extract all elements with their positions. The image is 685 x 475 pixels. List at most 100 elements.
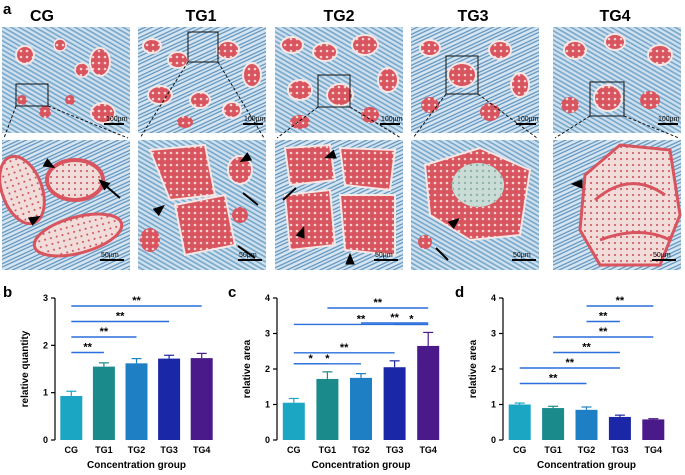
- bar-cg: [508, 404, 531, 440]
- significance-label: **: [616, 295, 625, 307]
- micrograph-bottom-tg3: 50µm: [411, 140, 539, 270]
- significance-label: **: [340, 342, 349, 354]
- significance-label: *: [325, 353, 330, 365]
- arrow-marker: [237, 245, 256, 259]
- bar-tg4: [642, 419, 665, 440]
- micrograph-top-tg4: 100µm: [553, 27, 681, 133]
- x-tick-label: TG3: [386, 445, 404, 455]
- significance-label: **: [599, 326, 608, 338]
- y-tick-label: 0: [265, 435, 270, 445]
- bar-tg3: [383, 367, 406, 440]
- chart-b: 0 1 2 3 CG TG1 TG2 TG3 TG4 Concentration group rel…: [20, 293, 213, 471]
- y-tick-label: 0: [491, 435, 496, 445]
- arrowhead-marker: [345, 252, 355, 265]
- micrograph-bottom-tg2: 50µm: [275, 140, 403, 270]
- x-tick-label: TG3: [160, 445, 178, 455]
- bar-cg: [60, 395, 83, 440]
- panel-letter-d: d: [455, 284, 464, 301]
- panel-letter-c: c: [228, 284, 236, 301]
- bar-tg3: [608, 416, 631, 440]
- y-tick-label: 3: [43, 293, 48, 303]
- y-axis-label: relative quantity: [20, 330, 31, 407]
- group-title-cg: CG: [30, 8, 54, 25]
- scalebar-top-tg2: 100µm: [381, 116, 403, 123]
- scalebar-bottom-cg: 50µm: [101, 252, 119, 259]
- x-axis-label: Concentration group: [87, 460, 186, 471]
- y-tick-label: 3: [491, 329, 496, 339]
- x-tick-label: TG4: [419, 445, 437, 455]
- arrowhead-marker: [42, 158, 56, 169]
- arrowhead-marker: [27, 215, 41, 226]
- panel-letter-b: b: [3, 284, 12, 301]
- y-tick-label: 2: [491, 364, 496, 374]
- arrow-marker: [105, 185, 121, 199]
- scalebar-bottom-tg3: 50µm: [513, 252, 531, 259]
- x-tick-label: TG2: [128, 445, 146, 455]
- bar-tg2: [575, 409, 598, 440]
- y-tick-label: 2: [265, 364, 270, 374]
- bar-tg1: [542, 408, 565, 440]
- significance-label: **: [566, 357, 575, 369]
- y-tick-label: 4: [491, 293, 496, 303]
- x-tick-label: TG1: [95, 445, 113, 455]
- x-tick-label: TG3: [611, 445, 629, 455]
- significance-label: **: [100, 326, 109, 338]
- bar-tg4: [190, 358, 213, 440]
- significance-label: **: [582, 342, 591, 354]
- x-tick-label: TG1: [544, 445, 562, 455]
- micrograph-top-tg2: 100µm: [275, 27, 403, 133]
- x-tick-label: TG4: [645, 445, 663, 455]
- significance-label: **: [116, 311, 125, 323]
- group-title-tg2: TG2: [323, 8, 354, 25]
- significance-label: **: [599, 311, 608, 323]
- significance-label: *: [308, 353, 313, 365]
- x-tick-label: TG2: [352, 445, 370, 455]
- significance-label: **: [374, 297, 383, 309]
- y-tick-label: 4: [265, 293, 270, 303]
- scalebar-bottom-tg2: 50µm: [375, 252, 393, 259]
- micrograph-bottom-tg1: 50µm: [138, 140, 266, 270]
- scalebar-top-tg4: 100µm: [658, 116, 680, 123]
- zoom-lines: [3, 61, 680, 139]
- micrograph-top-tg1: 100µm: [138, 27, 266, 133]
- group-title-tg1: TG1: [185, 8, 216, 25]
- scalebar-bottom-tg4: 50µm: [653, 252, 671, 259]
- bar-tg1: [92, 366, 115, 440]
- significance-label: **: [83, 342, 92, 354]
- arrowhead-marker: [324, 149, 337, 159]
- arrowhead-marker: [570, 179, 583, 189]
- chart-d: 0 1 2 3 4 CG TG1 TG2 TG3 TG4 Concentration group re…: [468, 293, 665, 471]
- arrowhead-marker: [447, 217, 460, 230]
- x-tick-label: TG1: [319, 445, 337, 455]
- bar-tg4: [417, 345, 440, 440]
- bar-tg3: [158, 358, 181, 440]
- x-tick-label: CG: [513, 445, 527, 455]
- bar-tg1: [316, 378, 339, 440]
- y-tick-label: 0: [43, 435, 48, 445]
- scalebar-bottom-tg1: 50µm: [239, 252, 257, 259]
- scalebar-top-cg: 100µm: [106, 116, 128, 123]
- arrow-markers: [27, 149, 583, 265]
- group-title-tg3: TG3: [457, 8, 488, 25]
- x-axis-label: Concentration group: [312, 460, 411, 471]
- x-tick-label: TG4: [193, 445, 211, 455]
- y-tick-label: 1: [491, 400, 496, 410]
- micrograph-top-cg: 100µm: [2, 27, 130, 133]
- scalebar-top-tg3: 100µm: [517, 116, 539, 123]
- significance-label: *: [409, 313, 414, 325]
- arrowhead-marker: [239, 152, 253, 163]
- arrow-marker: [435, 247, 449, 261]
- group-title-tg4: TG4: [599, 8, 630, 25]
- micrograph-bottom-tg4: 50µm: [553, 140, 682, 270]
- arrowhead-marker: [295, 226, 305, 239]
- y-tick-label: 1: [265, 400, 270, 410]
- arrowhead-marker: [152, 204, 165, 217]
- y-tick-label: 1: [43, 388, 48, 398]
- scalebar-top-tg1: 100µm: [244, 116, 266, 123]
- bar-tg2: [350, 377, 372, 440]
- arrowhead-marker: [98, 179, 111, 191]
- arrow-marker: [282, 187, 297, 201]
- significance-label: **: [132, 295, 141, 307]
- x-tick-label: TG2: [578, 445, 596, 455]
